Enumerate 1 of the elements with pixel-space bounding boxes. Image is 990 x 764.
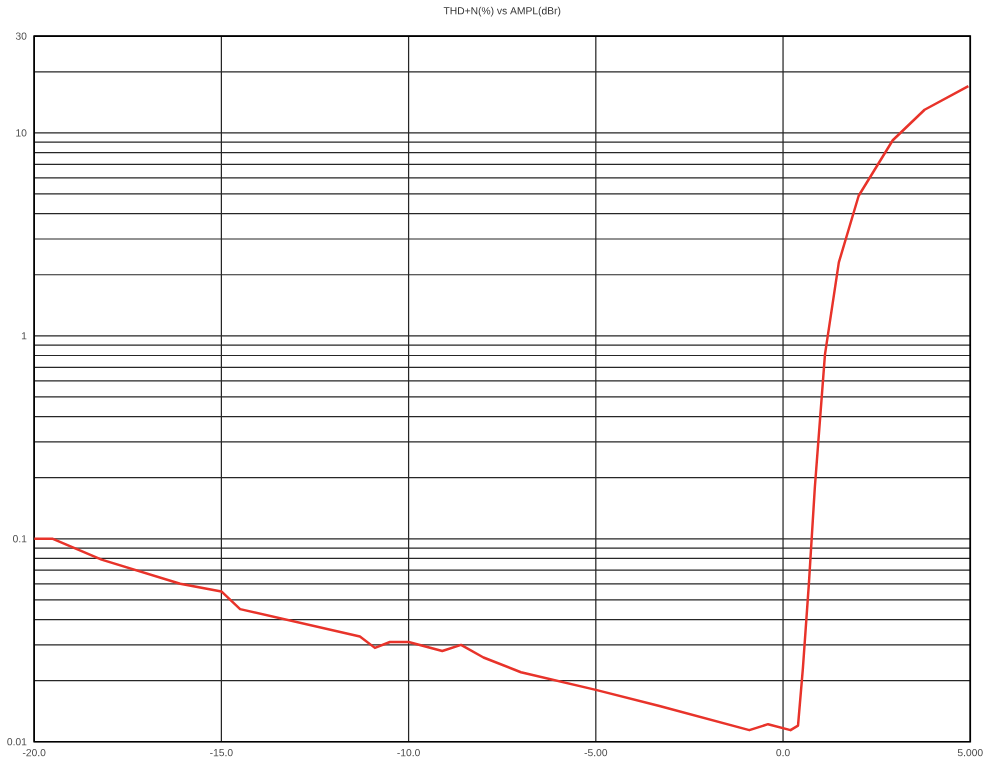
line-series: [34, 85, 970, 732]
